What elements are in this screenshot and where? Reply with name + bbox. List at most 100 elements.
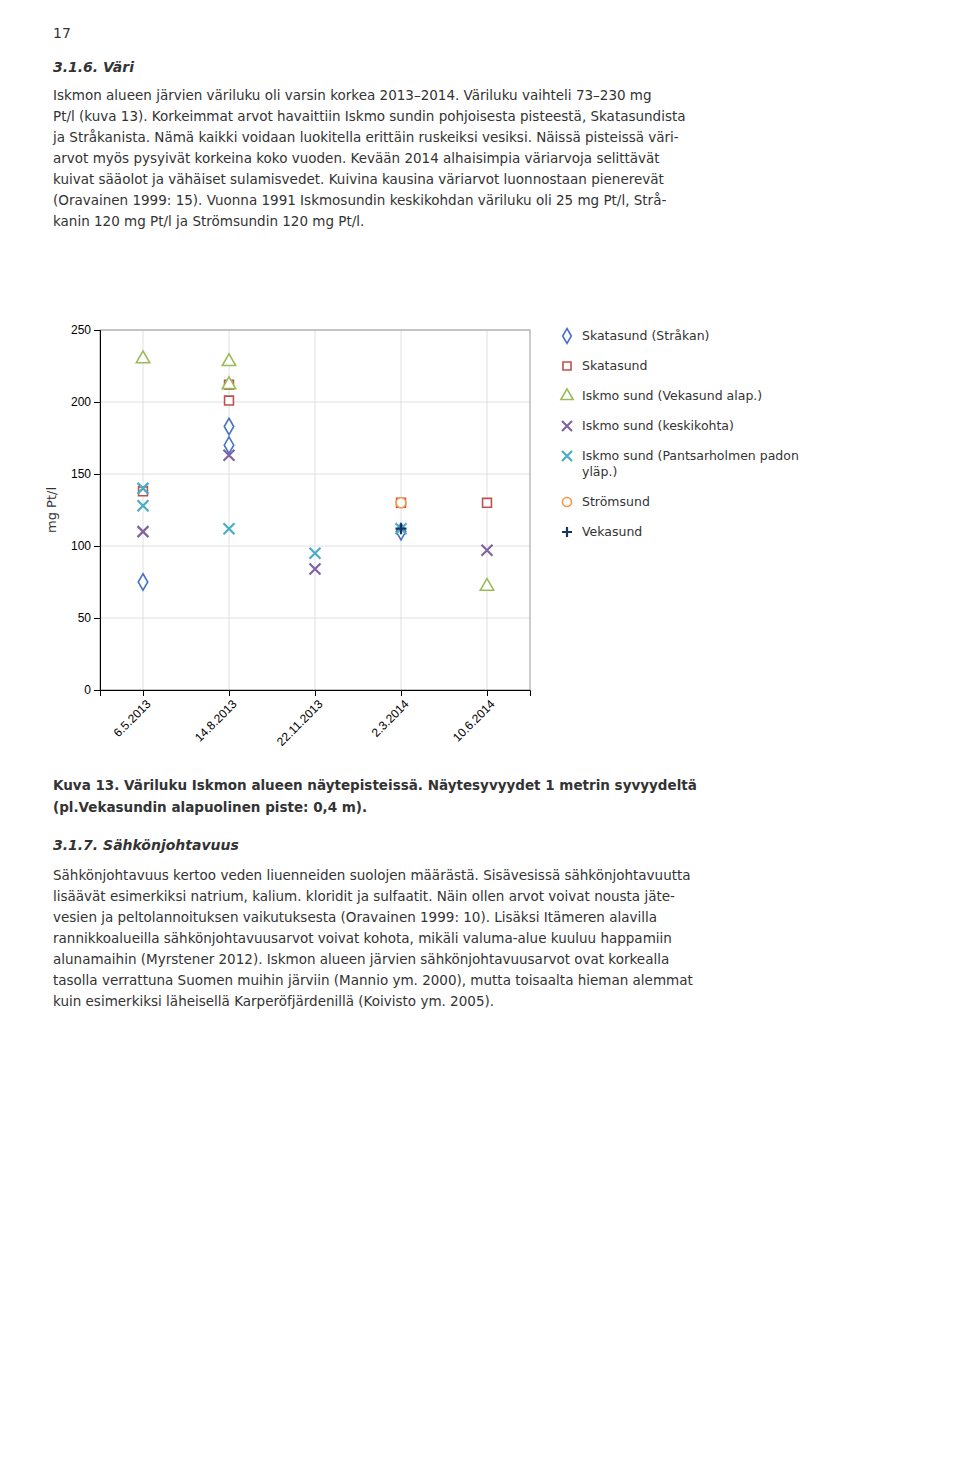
section-title: 3.1.6. Väri [53,59,134,75]
y-axis: 0 50 100 150 200 250 [71,323,101,697]
y-tick: 250 [71,323,100,337]
legend-item: Strömsund [562,494,649,509]
plot-frame [100,330,530,690]
tick-label: 50 [78,611,92,625]
series [136,351,493,590]
caption: Kuva 13. Väriluku Iskmon alueen näytepis… [53,777,697,793]
point [396,523,407,534]
tick-label: 6.5.2013 [111,697,154,740]
legend: Skatasund (Stråkan) Skatasund Iskmo sund (… [561,328,799,539]
body-text: Pt/l (kuva 13). Korkeimmat arvot havaitt… [53,108,686,124]
legend-label: Skatasund (Stråkan) [582,328,709,343]
legend-swatch [561,389,573,400]
legend-label: Strömsund [582,494,650,509]
section-title: 3.1.7. Sähkönjohtavuus [53,837,239,853]
y-tick: 150 [71,467,100,481]
tick-mark [229,690,230,696]
tick-mark [94,618,100,619]
tick-label: 22.11.2013 [274,697,326,749]
grid-line [143,330,144,690]
tick-label: 100 [71,539,91,553]
body-text: vesien ja peltolannoituksen vaikutuksest… [53,909,657,925]
y-tick: 50 [78,611,100,625]
point [138,500,149,511]
tick-label: 150 [71,467,91,481]
legend-label: Skatasund [582,358,647,373]
body-text: kuin esimerkiksi läheisellä Karperöfjärd… [53,993,494,1009]
legend-label: Iskmo sund (keskikohta) [582,418,734,433]
y-tick: 100 [71,539,100,553]
series [396,523,407,534]
body-text: kanin 120 mg Pt/l ja Strömsundin 120 mg … [53,213,364,229]
point [222,377,235,389]
tick-mark [143,690,144,696]
point [138,526,149,537]
point [138,483,149,494]
point [480,579,493,591]
series [138,450,493,575]
x-tick: 14.8.2013 [192,690,240,745]
points [136,351,493,590]
body-text: rannikkoalueilla sähkönjohtavuusarvot vo… [53,930,672,946]
body-text: lisäävät esimerkiksi natrium, kalium. kl… [53,888,675,904]
x-tick: 10.6.2014 [450,690,498,745]
tick-mark [94,546,100,547]
point [396,523,406,540]
tick-label: 250 [71,323,91,337]
axis-domain [101,691,531,697]
tick-mark [315,690,316,696]
tick-label: 10.6.2014 [450,697,498,745]
point [138,574,148,591]
grid [100,330,530,690]
tick-mark [94,330,100,331]
point [310,548,321,559]
tick-mark [487,690,488,696]
point [224,523,235,534]
grid-line [315,330,316,690]
point [222,354,235,366]
point [397,498,406,507]
point [482,545,493,556]
page: 17 3.1.6. Väri Iskmon alueen järvien väril… [0,0,960,1474]
legend-swatch [562,497,571,506]
point [483,498,492,507]
legend-label: Iskmo sund (Pantsarholmen padonyläp.) [582,448,799,479]
axis-title: mg Pt/l [44,487,59,533]
y-tick: 0 [84,683,100,697]
legend-item: Iskmo sund (Vekasund alap.) [561,388,762,403]
legend-item: Iskmo sund (keskikohta) [562,418,734,433]
body-text: (Oravainen 1999: 15). Vuonna 1991 Iskmos… [53,192,666,208]
tick-mark [401,690,402,696]
x-axis: 6.5.2013 14.8.2013 22.11.2013 2.3.2014 10.6.… [101,690,531,749]
tick-mark [94,474,100,475]
grid-line [401,330,402,690]
point [136,351,149,363]
legend-swatch [562,421,572,431]
chart: 0 50 100 150 200 250 6.5.2013 14.8.2013 22.11.20… [44,323,531,748]
series [138,418,406,590]
legend-swatch [563,362,571,370]
legend-item: Vekasund [562,524,642,539]
x-tick: 6.5.2013 [111,690,154,740]
page-number: 17 [53,25,71,41]
point [224,418,234,435]
series [396,498,406,508]
point [396,523,407,534]
axis-domain [94,331,101,691]
body-text: arvot myös pysyivät korkeina koko vuoden… [53,150,660,166]
tick-label: 0 [84,683,91,697]
legend-swatch [562,451,572,461]
series [138,483,407,559]
tick-label: 2.3.2014 [369,697,412,740]
tick-label: 200 [71,395,91,409]
body-text: kuivat sääolot ja vähäiset sulamisvedet.… [53,171,664,187]
legend-label: Vekasund [582,524,642,539]
y-tick: 200 [71,395,100,409]
legend-item: Iskmo sund (Pantsarholmen padonyläp.) [562,448,799,479]
body-text: tasolla verrattuna Suomen muihin järviin… [53,972,693,988]
point [224,450,235,461]
tick-mark [94,402,100,403]
body-text: Iskmon alueen järvien väriluku oli varsi… [53,87,652,103]
point [310,564,321,575]
point [225,396,234,405]
